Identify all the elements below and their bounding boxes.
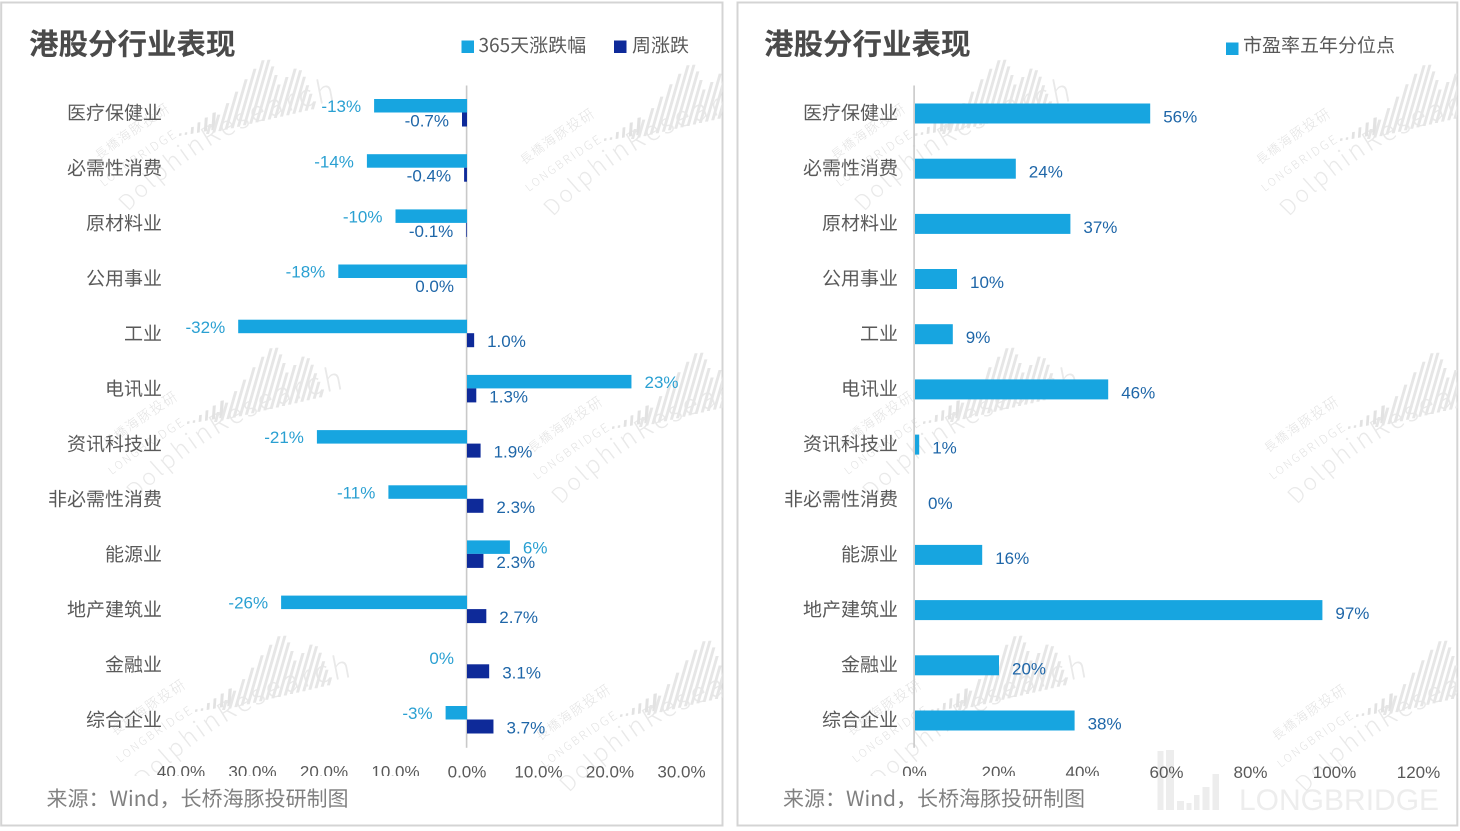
svg-text:-11%: -11% xyxy=(337,483,375,502)
svg-text:-3%: -3% xyxy=(402,704,432,723)
svg-text:23%: 23% xyxy=(645,373,679,392)
svg-text:0%: 0% xyxy=(928,494,953,513)
svg-text:1%: 1% xyxy=(932,439,957,458)
svg-text:46%: 46% xyxy=(1121,383,1155,402)
svg-text:97%: 97% xyxy=(1335,604,1369,623)
svg-text:-0.1%: -0.1% xyxy=(409,222,453,241)
svg-text:0.0%: 0.0% xyxy=(448,763,487,782)
svg-text:-0.4%: -0.4% xyxy=(407,167,451,186)
svg-text:1.9%: 1.9% xyxy=(494,443,533,462)
svg-text:10%: 10% xyxy=(970,273,1004,292)
svg-text:-0.7%: -0.7% xyxy=(405,112,449,131)
svg-text:20%: 20% xyxy=(1012,659,1046,678)
svg-text:120%: 120% xyxy=(1397,763,1440,782)
svg-text:2.3%: 2.3% xyxy=(496,498,535,517)
svg-text:16%: 16% xyxy=(995,549,1029,568)
svg-text:-18%: -18% xyxy=(286,263,326,282)
svg-text:37%: 37% xyxy=(1083,218,1117,237)
svg-text:3.1%: 3.1% xyxy=(502,663,541,682)
svg-text:3.7%: 3.7% xyxy=(507,719,546,738)
svg-text:56%: 56% xyxy=(1163,108,1197,127)
svg-text:-26%: -26% xyxy=(228,594,268,613)
svg-text:-10%: -10% xyxy=(343,208,383,227)
svg-text:30.0%: 30.0% xyxy=(657,763,705,782)
svg-text:100%: 100% xyxy=(1313,763,1356,782)
svg-text:-14%: -14% xyxy=(314,152,354,171)
svg-text:0%: 0% xyxy=(429,649,454,668)
svg-text:9%: 9% xyxy=(966,328,991,347)
svg-text:80%: 80% xyxy=(1233,763,1267,782)
svg-text:1.3%: 1.3% xyxy=(489,387,528,406)
svg-text:2.3%: 2.3% xyxy=(496,553,535,572)
svg-text:-21%: -21% xyxy=(264,428,304,447)
svg-text:LONGBRIDGE: LONGBRIDGE xyxy=(1239,784,1439,817)
svg-text:20.0%: 20.0% xyxy=(586,763,634,782)
svg-text:10.0%: 10.0% xyxy=(514,763,562,782)
svg-text:2.7%: 2.7% xyxy=(499,608,538,627)
svg-text:60%: 60% xyxy=(1149,763,1183,782)
svg-text:6%: 6% xyxy=(523,539,548,558)
svg-text:-32%: -32% xyxy=(186,318,226,337)
svg-text:-13%: -13% xyxy=(321,97,361,116)
svg-text:38%: 38% xyxy=(1088,715,1122,734)
svg-text:1.0%: 1.0% xyxy=(487,332,526,351)
svg-text:0.0%: 0.0% xyxy=(415,277,454,296)
svg-text:24%: 24% xyxy=(1029,163,1063,182)
